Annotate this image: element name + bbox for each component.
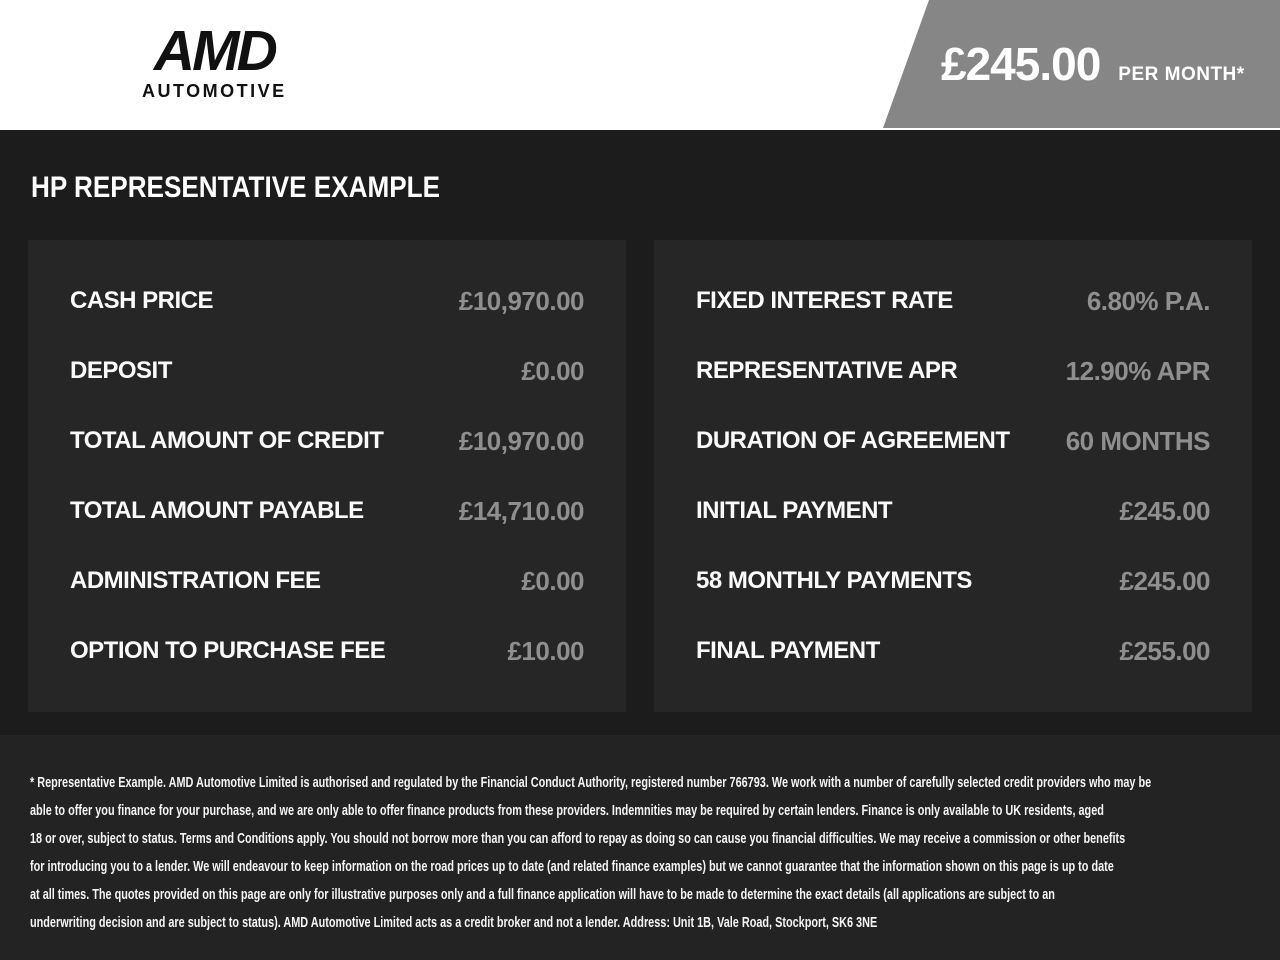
finance-row: ADMINISTRATION FEE £0.00 [70, 546, 584, 616]
finance-row: FINAL PAYMENT £255.00 [696, 616, 1211, 686]
finance-row-label: FINAL PAYMENT [696, 637, 880, 664]
page-header: AMD AUTOMOTIVE £245.00 PER MONTH* [0, 0, 1280, 130]
finance-row: DEPOSIT £0.00 [70, 336, 584, 406]
finance-row-value: 12.90% APR [1065, 355, 1211, 386]
disclaimer-line: for introducing you to a lender. We will… [30, 859, 1114, 875]
finance-row-label: DEPOSIT [70, 357, 172, 384]
finance-row-value: £0.00 [521, 565, 584, 596]
finance-row-label: REPRESENTATIVE APR [696, 357, 958, 384]
finance-panels: CASH PRICE £10,970.00 DEPOSIT £0.00 TOTAL AM… [28, 240, 1252, 712]
finance-row-value: 6.80% P.A. [1086, 285, 1211, 316]
disclaimer-section: * Representative Example. AMD Automotive… [0, 735, 1280, 960]
brand-logo-wordmark: AMD [153, 19, 278, 83]
finance-row-label: OPTION TO PURCHASE FEE [70, 637, 386, 664]
finance-row-value: £0.00 [521, 355, 584, 386]
finance-row: FIXED INTEREST RATE 6.80% P.A. [696, 266, 1211, 336]
finance-row-value: £245.00 [1119, 495, 1211, 526]
finance-row: INITIAL PAYMENT £245.00 [696, 476, 1211, 546]
disclaimer-text: * Representative Example. AMD Automotive… [30, 769, 1152, 937]
brand-logo: AMD AUTOMOTIVE [142, 19, 287, 102]
finance-row-value: £10.00 [507, 635, 584, 666]
disclaimer-line: 18 or over, subject to status. Terms and… [30, 831, 1126, 847]
monthly-price-banner: £245.00 PER MONTH* [883, 0, 1280, 128]
monthly-price-amount: £245.00 [941, 38, 1101, 90]
finance-row: CASH PRICE £10,970.00 [70, 266, 585, 336]
finance-row: 58 MONTHLY PAYMENTS £245.00 [696, 546, 1211, 616]
finance-row-label: TOTAL AMOUNT PAYABLE [70, 497, 364, 524]
finance-row-value: 60 MONTHS [1065, 425, 1211, 456]
finance-row-label: FIXED INTEREST RATE [696, 287, 953, 314]
finance-example-section: HP REPRESENTATIVE EXAMPLE CASH PRICE £10,… [0, 130, 1280, 735]
finance-row: OPTION TO PURCHASE FEE £10.00 [70, 616, 584, 686]
finance-row: REPRESENTATIVE APR 12.90% APR [696, 336, 1211, 406]
monthly-price-banner-content: £245.00 PER MONTH* [941, 38, 1245, 90]
disclaimer-line: underwriting decision and are subject to… [30, 915, 878, 931]
finance-row-value: £245.00 [1119, 565, 1211, 596]
finance-row-label: INITIAL PAYMENT [696, 497, 893, 524]
finance-panel-right: FIXED INTEREST RATE 6.80% P.A. REPRESENTAT… [654, 240, 1252, 712]
finance-row-label: 58 MONTHLY PAYMENTS [696, 567, 972, 594]
finance-row-value: £255.00 [1119, 635, 1211, 666]
finance-panel-left: CASH PRICE £10,970.00 DEPOSIT £0.00 TOTAL AM… [28, 240, 626, 712]
finance-row-value: £10,970.00 [458, 425, 585, 456]
finance-row: TOTAL AMOUNT OF CREDIT £10,970.00 [70, 406, 585, 476]
page-title: HP REPRESENTATIVE EXAMPLE [31, 171, 440, 204]
finance-row-value: £10,970.00 [458, 285, 585, 316]
finance-row-label: ADMINISTRATION FEE [70, 567, 321, 594]
finance-row: DURATION OF AGREEMENT 60 MONTHS [696, 406, 1211, 476]
finance-row-label: DURATION OF AGREEMENT [696, 427, 1010, 454]
finance-row-value: £14,710.00 [458, 495, 585, 526]
finance-row-label: TOTAL AMOUNT OF CREDIT [70, 427, 384, 454]
monthly-price-period: PER MONTH* [1118, 64, 1245, 85]
finance-row: TOTAL AMOUNT PAYABLE £14,710.00 [70, 476, 585, 546]
disclaimer-line: * Representative Example. AMD Automotive… [30, 775, 1152, 791]
disclaimer-line: at all times. The quotes provided on thi… [30, 887, 1055, 903]
disclaimer-line: able to offer you finance for your purch… [30, 803, 1104, 819]
finance-row-label: CASH PRICE [70, 287, 214, 314]
brand-logo-subtext: AUTOMOTIVE [142, 81, 287, 101]
